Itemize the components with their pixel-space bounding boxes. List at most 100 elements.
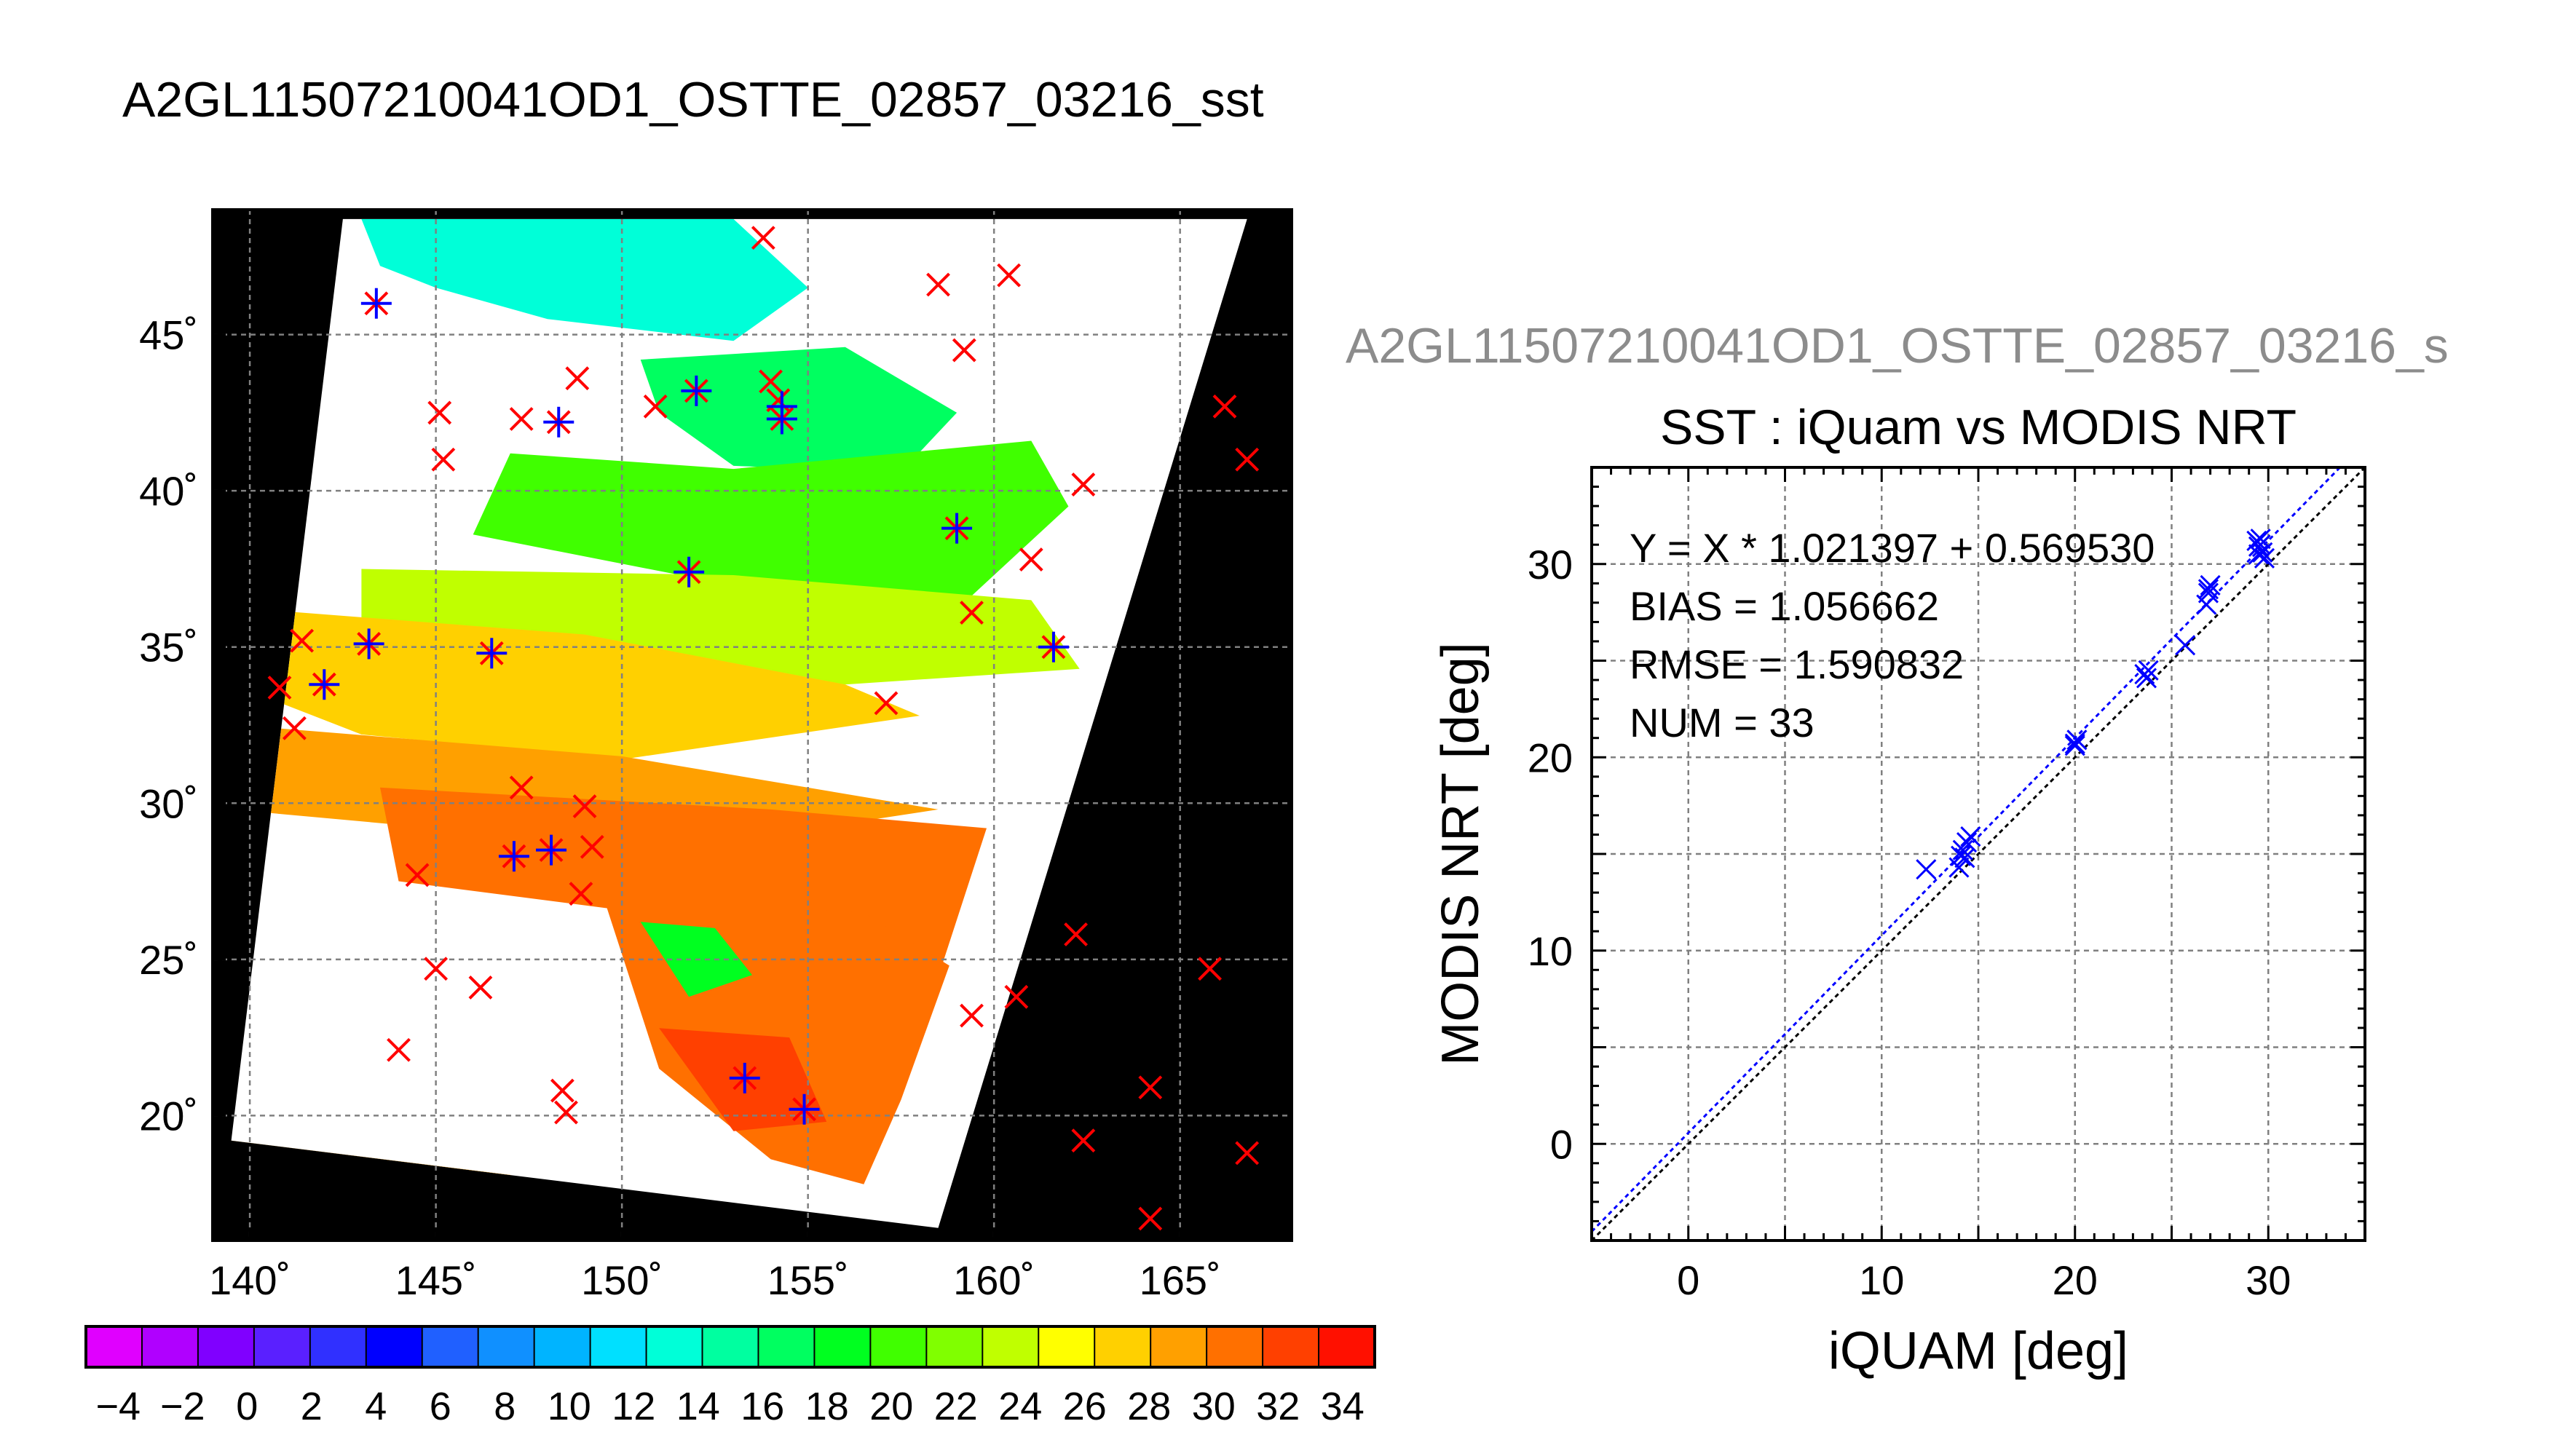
iquam-marker (509, 407, 534, 431)
map-x-tick-label: 150˚ (581, 1257, 663, 1303)
identity-line (1592, 467, 2365, 1241)
iquam-marker (509, 775, 534, 800)
map-y-tick-label: 45˚ (139, 312, 198, 358)
colorbar-swatch (1319, 1326, 1375, 1367)
iquam-marker (1071, 1128, 1096, 1153)
scatter-point (2064, 733, 2085, 754)
iquam-marker (1235, 1141, 1260, 1166)
scatter-point (1951, 845, 1972, 866)
iquam-marker (751, 226, 775, 250)
iquam-marker (952, 338, 976, 363)
scatter-point (2248, 536, 2270, 557)
colorbar-tick-label: 12 (612, 1385, 655, 1428)
colorbar-tick-label: 28 (1127, 1385, 1171, 1428)
sst-region (361, 218, 808, 341)
iquam-marker (267, 676, 292, 700)
scatter-point (2138, 660, 2159, 681)
iquam-marker (572, 794, 597, 818)
iquam-marker (1212, 394, 1237, 419)
scatter-point (1960, 826, 1981, 847)
colorbar-frame (84, 1325, 1376, 1369)
scatter-point (2200, 574, 2221, 596)
map-y-tick-label: 40˚ (139, 468, 198, 514)
scatter-plot-panel: 0 10 20 30 0 10 20 30 Y = X * 1.021397 + 0.5695… (1431, 466, 2366, 1380)
iquam-marker (1138, 1206, 1163, 1231)
colorbar-swatch (590, 1326, 647, 1367)
scatter-stat-line: RMSE = 1.590832 (1630, 641, 1964, 687)
iquam-marker (431, 447, 456, 472)
scatter-y-tick-label: 20 (1528, 735, 1573, 780)
colorbar-swatch (1150, 1326, 1207, 1367)
scatter-point (1916, 859, 1937, 880)
scatter-x-tick-label: 20 (2053, 1257, 2098, 1303)
sst-field (231, 218, 1080, 1194)
scatter-points (1916, 529, 2275, 880)
scatter-point (2197, 579, 2219, 600)
iquam-marker (759, 369, 783, 394)
colorbar-swatch (1094, 1326, 1151, 1367)
iquam-marker (550, 1078, 574, 1103)
map-y-tick-label: 35˚ (139, 625, 198, 670)
map-frame (211, 208, 1293, 1242)
iquam-marker (1064, 922, 1089, 946)
iquam-marker (424, 957, 449, 981)
colorbar-tick-label: 22 (934, 1385, 978, 1428)
scatter-x-tick-label: 0 (1677, 1257, 1699, 1303)
iquam-marker (1235, 447, 1260, 472)
colorbar-tick-label: 30 (1192, 1385, 1236, 1428)
colorbar-tick-label: 2 (301, 1385, 323, 1428)
iquam-marker (565, 366, 590, 391)
iquam-marker (1071, 472, 1096, 497)
scatter-panel-header: A2GL11507210041OD1_OSTTE_02857_03216_s (1346, 318, 2449, 373)
colorbar-swatch (702, 1326, 759, 1367)
iquam-marker (427, 400, 452, 425)
iquam-marker (997, 263, 1022, 288)
colorbar-tick-label: 18 (805, 1385, 849, 1428)
colorbar-tick-label: 16 (741, 1385, 784, 1428)
sst-colorbar: −4 −2 0 2 4 6 8 10 12 14 16 18 20 22 24 26 28 30 32 34 (84, 1325, 1376, 1428)
iquam-marker (405, 863, 430, 887)
colorbar-swatch (309, 1326, 367, 1367)
scatter-y-tick-label: 30 (1528, 542, 1573, 587)
colorbar-swatch (534, 1326, 591, 1367)
scatter-ticks: 0 10 20 30 0 10 20 30 (1528, 466, 2366, 1303)
iquam-marker (1019, 547, 1043, 571)
colorbar-tick-label: 8 (494, 1385, 516, 1428)
colorbar-swatch (870, 1326, 927, 1367)
map-gridlines (213, 210, 1292, 1241)
scatter-y-tick-label: 0 (1550, 1121, 1573, 1167)
sst-region (361, 569, 1080, 685)
scatter-stat-line: BIAS = 1.056662 (1630, 583, 1939, 629)
colorbar-tick-label: 34 (1321, 1385, 1365, 1428)
iquam-marker (926, 272, 950, 297)
sst-region (473, 440, 1069, 610)
colorbar-tick-label: 4 (365, 1385, 387, 1428)
iquam-marker (554, 1100, 578, 1125)
scatter-point (2066, 729, 2088, 751)
iquam-marker (580, 834, 604, 859)
scatter-point (1954, 847, 1975, 869)
scatter-point (2254, 547, 2275, 569)
scatter-y-tick-label: 10 (1528, 928, 1573, 974)
map-y-tick-label: 30˚ (139, 780, 198, 826)
scatter-point (2175, 635, 2196, 656)
iquam-marker (468, 976, 493, 1000)
colorbar-tick-label: 6 (430, 1385, 451, 1428)
colorbar-swatch (86, 1326, 143, 1367)
colorbar-tick-label: −2 (160, 1385, 205, 1428)
colorbar-swatch (366, 1326, 423, 1367)
map-x-tick-label: 155˚ (767, 1257, 849, 1303)
scatter-x-tick-label: 30 (2246, 1257, 2291, 1303)
colorbar-tick-label: 0 (236, 1385, 258, 1428)
colorbar-tick-label: 10 (548, 1385, 591, 1428)
scatter-stat-line: Y = X * 1.021397 + 0.569530 (1630, 525, 2155, 571)
map-y-tick-label: 25˚ (139, 937, 198, 983)
map-tick-labels: 140˚ 145˚ 150˚ 155˚ 160˚ 165˚ 20˚ 25˚ 30˚ 35˚ 40˚ 4… (139, 312, 1221, 1303)
regression-fit-line (1592, 467, 2342, 1233)
colorbar-swatch (422, 1326, 479, 1367)
sst-region (640, 347, 957, 472)
colorbar-swatch (141, 1326, 199, 1367)
iquam-marker (283, 716, 307, 740)
iquam-marker (643, 394, 668, 419)
iquam-marker (1198, 957, 1222, 981)
